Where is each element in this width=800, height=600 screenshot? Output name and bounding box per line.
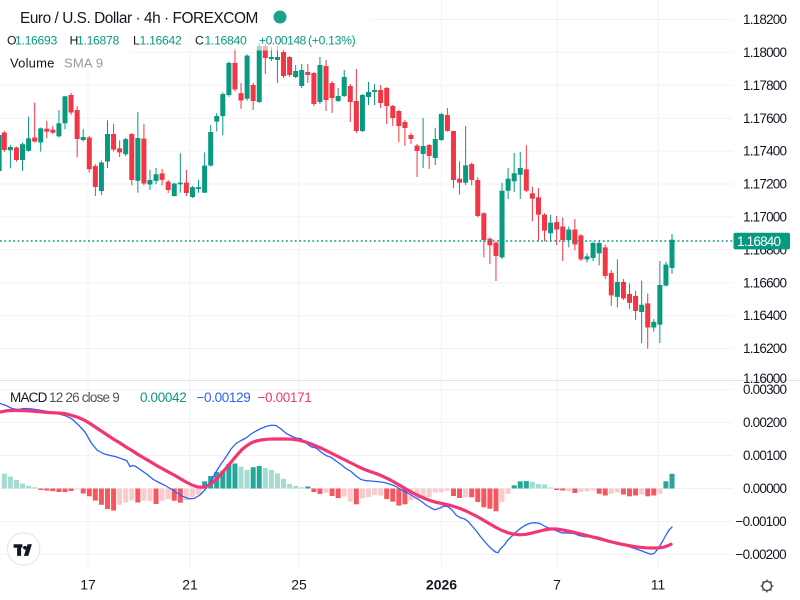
svg-text:1.16200: 1.16200: [743, 341, 786, 356]
svg-text:−0.00100: −0.00100: [736, 514, 787, 529]
svg-text:1.17000: 1.17000: [743, 210, 786, 225]
svg-text:1.16000: 1.16000: [743, 371, 786, 386]
svg-text:7: 7: [553, 577, 561, 593]
svg-text:25: 25: [291, 577, 307, 593]
svg-text:1.17600: 1.17600: [743, 111, 786, 126]
svg-text:1.17800: 1.17800: [743, 78, 786, 93]
svg-text:1.18000: 1.18000: [743, 45, 786, 60]
svg-text:1.16600: 1.16600: [743, 275, 786, 290]
svg-text:17: 17: [80, 577, 96, 593]
svg-text:0.00100: 0.00100: [743, 448, 786, 463]
svg-text:0.00300: 0.00300: [743, 382, 786, 397]
svg-text:−0.00200: −0.00200: [736, 547, 787, 562]
svg-text:1.17200: 1.17200: [743, 177, 786, 192]
svg-text:1.17400: 1.17400: [743, 144, 786, 159]
svg-text:21: 21: [182, 577, 198, 593]
svg-text:0.00200: 0.00200: [743, 415, 786, 430]
svg-text:1.18200: 1.18200: [743, 12, 786, 27]
svg-text:0.00000: 0.00000: [743, 481, 786, 496]
svg-text:2026: 2026: [426, 577, 457, 593]
svg-text:11: 11: [651, 577, 666, 593]
svg-text:1.16400: 1.16400: [743, 308, 786, 323]
svg-text:Euro / U.S. Dollar · 4h · FORE: Euro / U.S. Dollar · 4h · FOREXCOM: [20, 10, 258, 27]
svg-text:1.16840: 1.16840: [737, 234, 780, 249]
